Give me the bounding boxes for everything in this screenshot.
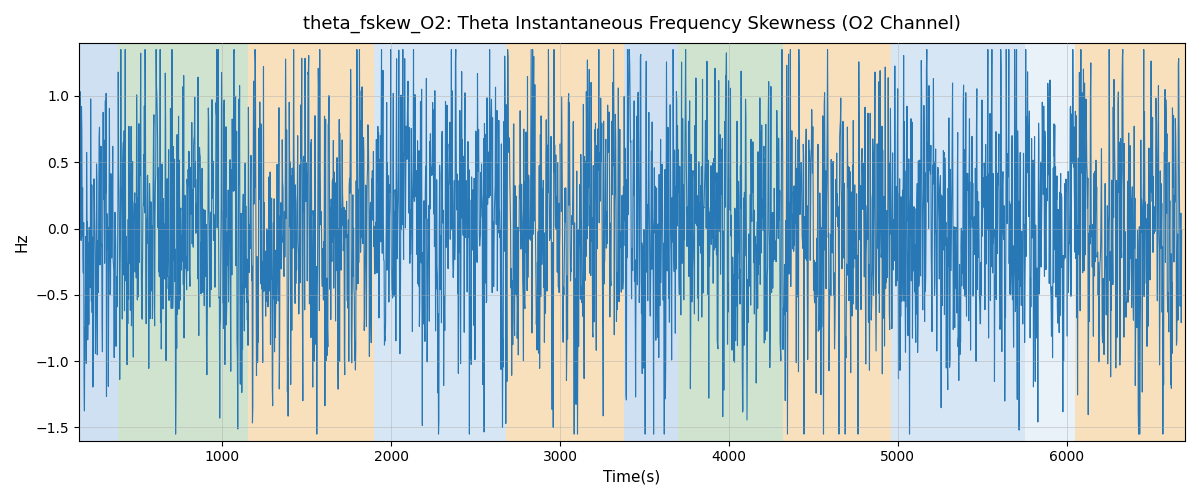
Title: theta_fskew_O2: Theta Instantaneous Frequency Skewness (O2 Channel): theta_fskew_O2: Theta Instantaneous Freq… [304,15,961,34]
Bar [678,43,784,440]
Bar [506,43,624,440]
Bar [784,43,892,440]
Bar [374,43,506,440]
Bar [1075,43,1186,440]
Bar [79,43,118,440]
Y-axis label: Hz: Hz [14,232,30,252]
Bar [118,43,247,440]
X-axis label: Time(s): Time(s) [604,470,660,485]
Bar [892,43,1025,440]
Bar [624,43,678,440]
Bar [247,43,374,440]
Bar [1025,43,1075,440]
